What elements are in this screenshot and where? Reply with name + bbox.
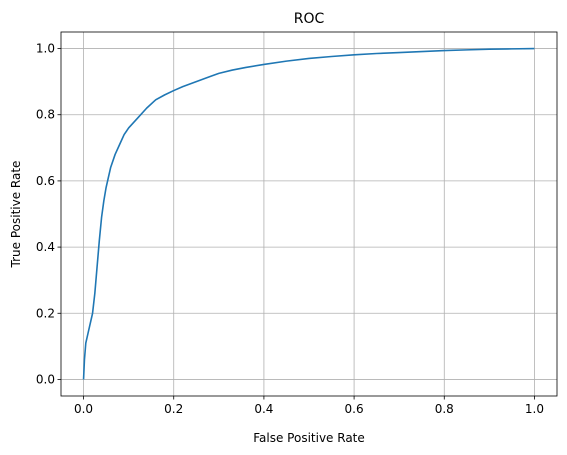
y-tick-label: 0.8 — [36, 108, 55, 122]
ticks: 0.0 0.2 0.4 0.6 0.8 1.0 0.0 0.2 0.4 0.6 0.8 1.0 — [36, 42, 544, 416]
x-tick-label: 0.4 — [254, 402, 273, 416]
x-axis-label: False Positive Rate — [253, 431, 365, 445]
roc-curve — [82, 47, 535, 380]
x-tick-label: 0.2 — [164, 402, 183, 416]
y-tick-label: 0.2 — [36, 306, 55, 320]
x-tick-label: 0.6 — [345, 402, 364, 416]
y-tick-label: 0.0 — [36, 372, 55, 386]
y-tick-label: 1.0 — [36, 42, 55, 56]
chart-title: ROC — [294, 11, 325, 27]
y-axis-label: True Positive Rate — [9, 161, 23, 269]
plot-frame — [60, 31, 558, 397]
x-tick-label: 0.0 — [74, 402, 93, 416]
y-tick-label: 0.6 — [36, 174, 55, 188]
x-tick-label: 1.0 — [525, 402, 544, 416]
series-layer — [82, 47, 535, 380]
grid — [61, 32, 557, 396]
y-tick-label: 0.4 — [36, 240, 55, 254]
x-tick-label: 0.8 — [435, 402, 454, 416]
